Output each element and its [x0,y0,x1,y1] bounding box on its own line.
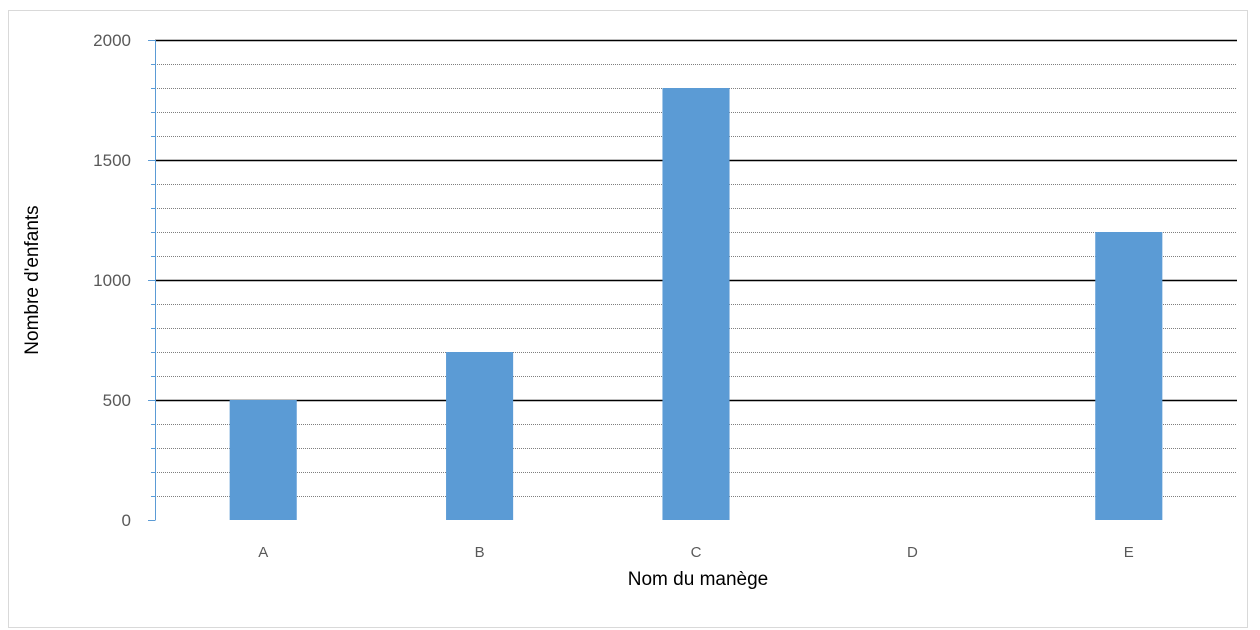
y-tick-label: 1500 [93,151,131,170]
y-tick-label: 1000 [93,271,131,290]
bar-c [662,88,730,520]
x-tick-label: D [907,544,918,561]
x-axis-title: Nom du manège [628,569,768,590]
x-tick-label: A [258,544,268,561]
y-axis-title: Nombre d'enfants [22,205,43,354]
y-tick-labels: 0 500 1000 1500 2000 [93,31,131,530]
x-tick-label: B [475,544,485,561]
y-axis [148,40,156,521]
x-tick-labels: A B C D E [258,544,1134,561]
bar-a [229,400,297,520]
y-tick-label: 2000 [93,31,131,50]
bar-b [446,352,514,520]
bars [229,88,1163,520]
y-tick-label: 500 [103,391,131,410]
x-tick-label: E [1124,544,1134,561]
chart-frame [8,10,1248,628]
x-tick-label: C [691,544,702,561]
bar-e [1095,232,1163,520]
y-tick-label: 0 [122,511,131,530]
